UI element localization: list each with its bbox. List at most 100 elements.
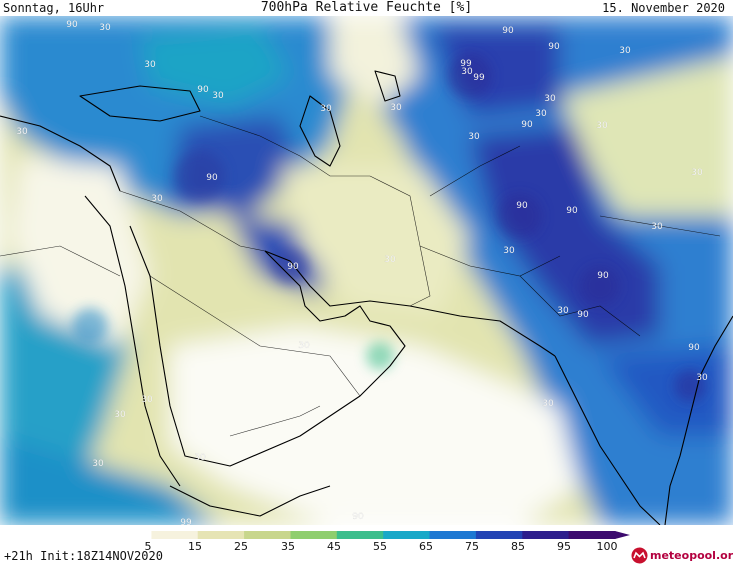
iran-pakistan-coast xyxy=(409,305,556,357)
color-scale-bar xyxy=(105,531,630,539)
contour-label: 30 xyxy=(390,103,402,113)
color-scale-cell xyxy=(151,531,199,539)
svg-text:30: 30 xyxy=(461,67,473,77)
color-scale-cell xyxy=(522,531,570,539)
svg-text:30: 30 xyxy=(468,132,480,142)
contour-label: 30 xyxy=(298,341,310,351)
logo-circle-icon xyxy=(631,547,648,563)
contour-label: 99 xyxy=(473,73,485,83)
contour-label: 99 xyxy=(180,518,192,525)
mediterranean-east xyxy=(0,115,121,192)
contour-label: 90 xyxy=(521,120,533,130)
svg-text:30: 30 xyxy=(503,246,515,256)
svg-text:30: 30 xyxy=(691,168,703,178)
contour-label: 30 xyxy=(557,306,569,316)
persian-gulf-north xyxy=(264,250,411,307)
svg-text:30: 30 xyxy=(535,109,547,119)
color-scale-cell xyxy=(105,531,152,539)
svg-text:30: 30 xyxy=(99,23,111,33)
svg-text:90: 90 xyxy=(352,512,364,522)
color-scale-tick: 65 xyxy=(419,540,433,553)
contour-label: 30 xyxy=(503,246,515,256)
contour-label: 30 xyxy=(596,121,608,131)
black-sea xyxy=(79,85,201,122)
color-scale-tick: 75 xyxy=(465,540,479,553)
contour-label: 99 xyxy=(460,59,472,69)
contour-label: 90 xyxy=(197,85,209,95)
svg-text:30: 30 xyxy=(92,459,104,469)
contour-label: 90 xyxy=(516,201,528,211)
contour-label: 30 xyxy=(99,23,111,33)
color-scale-cell xyxy=(429,531,477,539)
contour-label: 30 xyxy=(151,194,163,204)
contour-label: 30 xyxy=(468,132,480,142)
contour-label: 30 xyxy=(114,410,126,420)
red-sea-west-coast xyxy=(84,195,181,487)
svg-text:90: 90 xyxy=(502,26,514,36)
contour-label: 30 xyxy=(141,395,153,405)
svg-text:30: 30 xyxy=(651,222,663,232)
contour-label: 90 xyxy=(548,42,560,52)
color-scale-cell xyxy=(336,531,384,539)
contour-label: 90 xyxy=(577,310,589,320)
contour-label: 30 xyxy=(535,109,547,119)
svg-text:30: 30 xyxy=(16,127,28,137)
map-title: 700hPa Relative Feuchte [%] xyxy=(260,0,473,15)
svg-text:30: 30 xyxy=(557,306,569,316)
date-label: 15. November 2020 xyxy=(602,1,725,15)
svg-text:90: 90 xyxy=(66,20,78,30)
svg-text:90: 90 xyxy=(206,173,218,183)
contour-label: 90 xyxy=(566,206,578,216)
svg-text:90: 90 xyxy=(688,343,700,353)
svg-text:90: 90 xyxy=(516,201,528,211)
color-scale-tick: 25 xyxy=(234,540,248,553)
color-scale-cell xyxy=(290,531,338,539)
color-scale-cell xyxy=(197,531,245,539)
color-scale-tick: 15 xyxy=(188,540,202,553)
svg-text:30: 30 xyxy=(141,395,153,405)
contour-label: 90 xyxy=(206,173,218,183)
contour-label: 30 xyxy=(320,104,332,114)
color-scale-cell xyxy=(244,531,291,539)
contour-label: 30 xyxy=(619,46,631,56)
contour-label: 30 xyxy=(144,60,156,70)
meteopool-logo[interactable]: meteopool.org xyxy=(631,545,733,565)
contour-label: 30 xyxy=(542,399,554,409)
color-scale-cell xyxy=(383,531,431,539)
contour-label: 90 xyxy=(287,262,299,272)
contour-label: 30 xyxy=(212,91,224,101)
svg-text:90: 90 xyxy=(548,42,560,52)
contour-label: 30 xyxy=(544,94,556,104)
svg-text:30: 30 xyxy=(384,255,396,265)
color-scale-tick: 35 xyxy=(281,540,295,553)
contour-label: 30 xyxy=(461,67,473,77)
contour-label: 30 xyxy=(384,255,396,265)
svg-text:30: 30 xyxy=(194,453,206,463)
coastlines xyxy=(0,70,733,525)
svg-text:90: 90 xyxy=(521,120,533,130)
humidity-streaks xyxy=(72,54,706,402)
color-scale-tick: 45 xyxy=(327,540,341,553)
svg-text:99: 99 xyxy=(180,518,192,525)
contour-label: 30 xyxy=(651,222,663,232)
color-scale-tick: 95 xyxy=(557,540,571,553)
svg-text:30: 30 xyxy=(114,410,126,420)
svg-text:30: 30 xyxy=(696,373,708,383)
valid-time-label: Sonntag, 16Uhr xyxy=(3,1,105,15)
svg-text:90: 90 xyxy=(287,262,299,272)
contour-label: 90 xyxy=(66,20,78,30)
contour-label: 30 xyxy=(16,127,28,137)
color-scale-tick: 100 xyxy=(596,540,618,553)
svg-text:30: 30 xyxy=(544,94,556,104)
svg-text:30: 30 xyxy=(144,60,156,70)
caspian-sea xyxy=(299,95,341,167)
aral-sea xyxy=(374,70,401,102)
india-east-coast xyxy=(664,315,733,525)
contour-label: 90 xyxy=(502,26,514,36)
color-scale-tick: 55 xyxy=(373,540,387,553)
contour-label: 30 xyxy=(696,373,708,383)
svg-text:30: 30 xyxy=(596,121,608,131)
svg-text:30: 30 xyxy=(619,46,631,56)
